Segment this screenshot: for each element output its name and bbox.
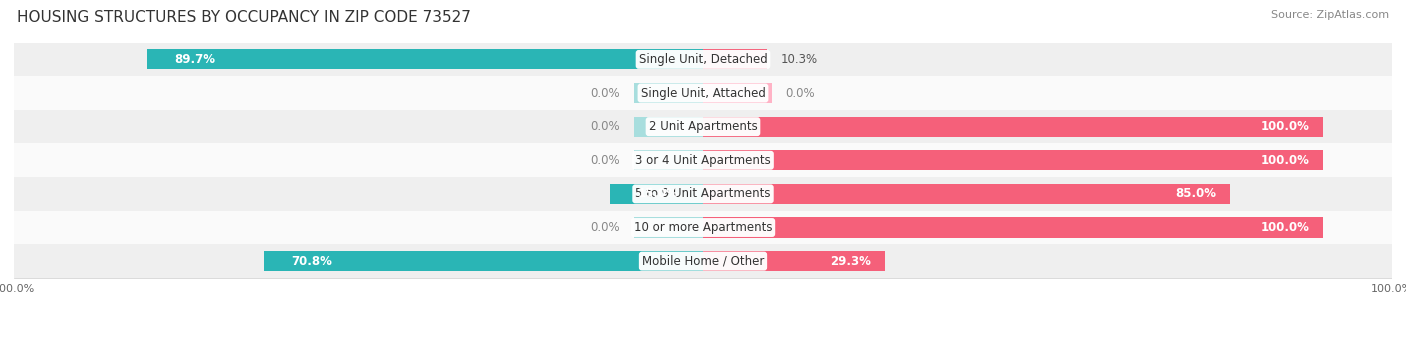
Text: 0.0%: 0.0%	[591, 154, 620, 167]
Bar	[703, 49, 766, 70]
Text: 3 or 4 Unit Apartments: 3 or 4 Unit Apartments	[636, 154, 770, 167]
Bar	[703, 218, 1323, 238]
Bar	[703, 150, 1323, 170]
Bar	[146, 49, 703, 70]
Bar	[264, 251, 703, 271]
Bar	[634, 83, 703, 103]
Bar	[634, 117, 703, 137]
Text: 0.0%: 0.0%	[591, 221, 620, 234]
Bar	[703, 83, 772, 103]
Text: 100.0%: 100.0%	[1260, 221, 1309, 234]
Bar	[610, 184, 703, 204]
Text: HOUSING STRUCTURES BY OCCUPANCY IN ZIP CODE 73527: HOUSING STRUCTURES BY OCCUPANCY IN ZIP C…	[17, 10, 471, 25]
Text: 29.3%: 29.3%	[830, 255, 870, 268]
Bar	[703, 117, 1323, 137]
Text: Single Unit, Detached: Single Unit, Detached	[638, 53, 768, 66]
Bar	[14, 144, 1392, 177]
Bar	[14, 43, 1392, 76]
Text: 85.0%: 85.0%	[1175, 188, 1216, 201]
Text: 5 to 9 Unit Apartments: 5 to 9 Unit Apartments	[636, 188, 770, 201]
Bar	[14, 211, 1392, 244]
Bar	[14, 76, 1392, 110]
Text: 100.0%: 100.0%	[1260, 120, 1309, 133]
Bar	[703, 251, 884, 271]
Bar	[14, 244, 1392, 278]
Text: 2 Unit Apartments: 2 Unit Apartments	[648, 120, 758, 133]
Text: Source: ZipAtlas.com: Source: ZipAtlas.com	[1271, 10, 1389, 20]
Text: Mobile Home / Other: Mobile Home / Other	[641, 255, 765, 268]
Text: 0.0%: 0.0%	[591, 120, 620, 133]
Bar	[634, 150, 703, 170]
Bar	[14, 177, 1392, 211]
Text: 15.0%: 15.0%	[637, 188, 679, 201]
Bar	[703, 184, 1230, 204]
Text: 0.0%: 0.0%	[591, 87, 620, 100]
Bar	[634, 218, 703, 238]
Bar	[14, 110, 1392, 144]
Text: 100.0%: 100.0%	[1260, 154, 1309, 167]
Text: 10.3%: 10.3%	[780, 53, 818, 66]
Text: 70.8%: 70.8%	[291, 255, 332, 268]
Text: Single Unit, Attached: Single Unit, Attached	[641, 87, 765, 100]
Text: 0.0%: 0.0%	[786, 87, 815, 100]
Text: 89.7%: 89.7%	[174, 53, 215, 66]
Text: 10 or more Apartments: 10 or more Apartments	[634, 221, 772, 234]
